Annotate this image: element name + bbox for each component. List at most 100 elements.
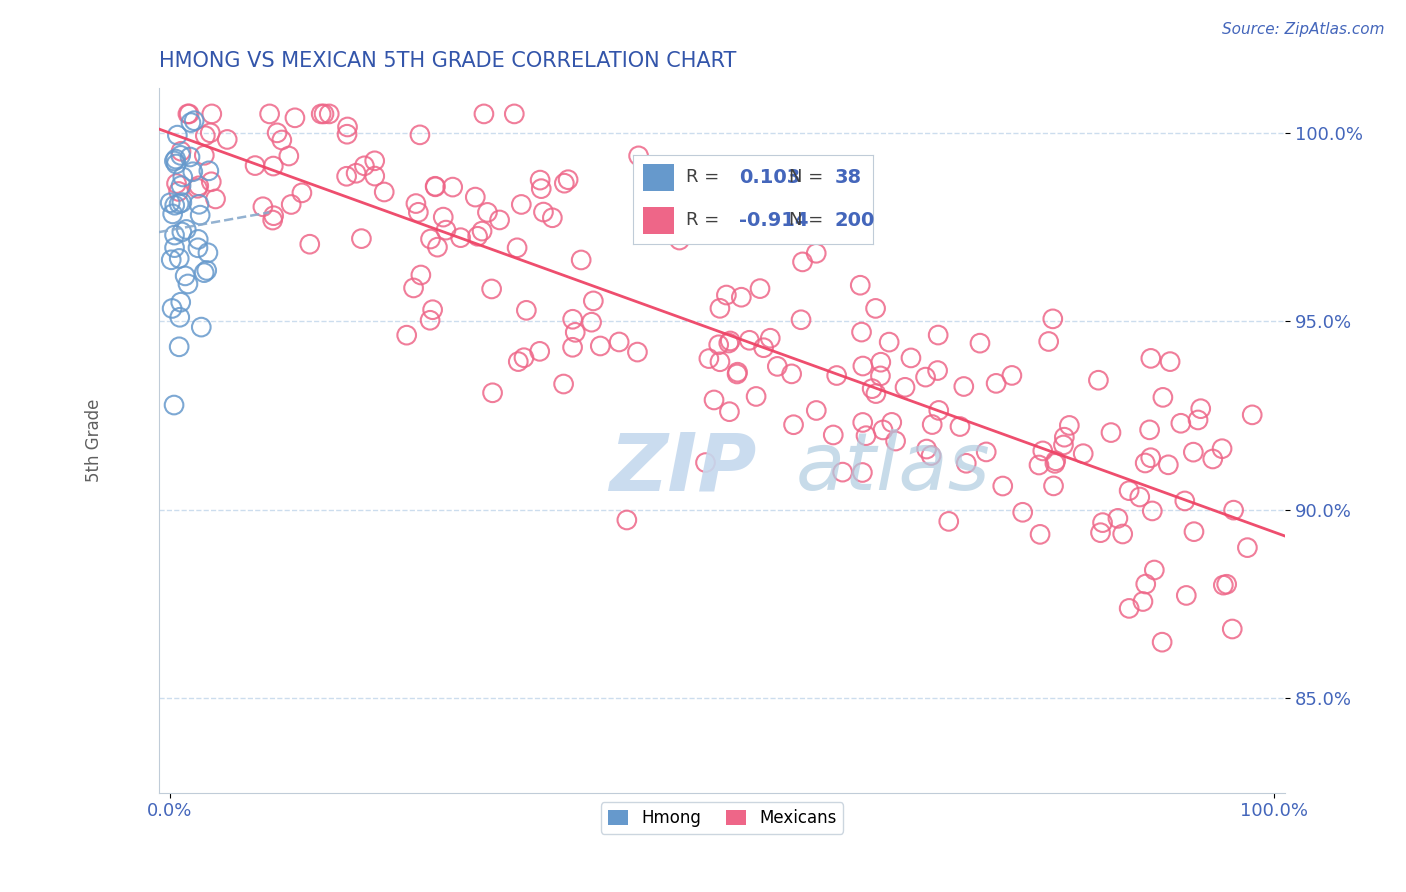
Point: [488, 213, 510, 227]
Point: [177, 107, 200, 121]
Point: [928, 403, 950, 417]
Point: [851, 325, 873, 339]
Point: [780, 367, 803, 381]
Point: [217, 132, 239, 146]
Point: [1182, 445, 1205, 459]
Point: [165, 157, 187, 171]
Point: [872, 423, 894, 437]
Point: [915, 442, 938, 456]
Point: [200, 175, 222, 189]
Point: [1139, 423, 1161, 437]
Point: [190, 320, 212, 334]
Point: [557, 172, 579, 186]
Point: [823, 428, 845, 442]
Point: [561, 312, 583, 326]
Point: [409, 128, 432, 142]
Point: [172, 169, 194, 184]
Point: [167, 340, 190, 354]
Text: HMONG VS MEXICAN 5TH GRADE CORRELATION CHART: HMONG VS MEXICAN 5TH GRADE CORRELATION C…: [159, 51, 737, 70]
Point: [952, 379, 974, 393]
Point: [200, 126, 222, 140]
Point: [402, 281, 425, 295]
Point: [869, 355, 891, 369]
Point: [318, 107, 340, 121]
Point: [869, 368, 891, 383]
Text: atlas: atlas: [796, 429, 990, 508]
Point: [852, 359, 875, 373]
Point: [969, 336, 991, 351]
Point: [183, 113, 205, 128]
Point: [717, 336, 740, 351]
Point: [581, 315, 603, 329]
Point: [938, 515, 960, 529]
Point: [1001, 368, 1024, 383]
Point: [179, 150, 201, 164]
Point: [1159, 354, 1181, 368]
Point: [790, 312, 813, 326]
Point: [949, 419, 972, 434]
Point: [1011, 505, 1033, 519]
Point: [262, 213, 284, 227]
Point: [880, 416, 903, 430]
Point: [927, 328, 949, 343]
Point: [195, 263, 218, 277]
Point: [1220, 622, 1243, 636]
Point: [477, 205, 499, 219]
Point: [1091, 516, 1114, 530]
Point: [553, 377, 575, 392]
Point: [792, 255, 814, 269]
Point: [259, 107, 281, 121]
Point: [1170, 417, 1192, 431]
Point: [464, 190, 486, 204]
Point: [894, 380, 917, 394]
Point: [1241, 408, 1264, 422]
Point: [561, 340, 583, 354]
Point: [564, 326, 586, 340]
Text: N =: N =: [789, 169, 830, 186]
Point: [900, 351, 922, 365]
Point: [363, 153, 385, 168]
Point: [364, 169, 387, 183]
Point: [569, 252, 592, 267]
Text: N =: N =: [789, 211, 830, 229]
Point: [160, 252, 183, 267]
Point: [1053, 430, 1076, 444]
Bar: [643, 207, 673, 234]
Point: [1029, 527, 1052, 541]
Point: [1071, 447, 1094, 461]
Point: [423, 179, 446, 194]
Point: [759, 331, 782, 345]
Point: [1045, 454, 1067, 468]
Point: [188, 208, 211, 222]
Text: 200: 200: [835, 211, 875, 230]
Point: [167, 196, 190, 211]
Point: [409, 268, 432, 282]
Point: [529, 344, 551, 359]
Legend: Hmong, Mexicans: Hmong, Mexicans: [600, 802, 844, 834]
Point: [159, 195, 181, 210]
Point: [187, 241, 209, 255]
Point: [188, 197, 211, 211]
Point: [508, 354, 530, 368]
Text: R =: R =: [686, 211, 725, 229]
Point: [270, 133, 292, 147]
Point: [1090, 525, 1112, 540]
Text: -0.914: -0.914: [740, 211, 808, 230]
Point: [709, 301, 731, 316]
Point: [481, 385, 503, 400]
Point: [180, 115, 202, 129]
Point: [1189, 401, 1212, 416]
Point: [1175, 589, 1198, 603]
Point: [471, 224, 494, 238]
Point: [197, 245, 219, 260]
Point: [193, 148, 215, 162]
Point: [169, 310, 191, 325]
Point: [170, 295, 193, 310]
Point: [1133, 456, 1156, 470]
Point: [163, 228, 186, 243]
Point: [336, 127, 359, 141]
Point: [277, 149, 299, 163]
Point: [607, 334, 630, 349]
Point: [419, 313, 441, 327]
Point: [1135, 577, 1157, 591]
